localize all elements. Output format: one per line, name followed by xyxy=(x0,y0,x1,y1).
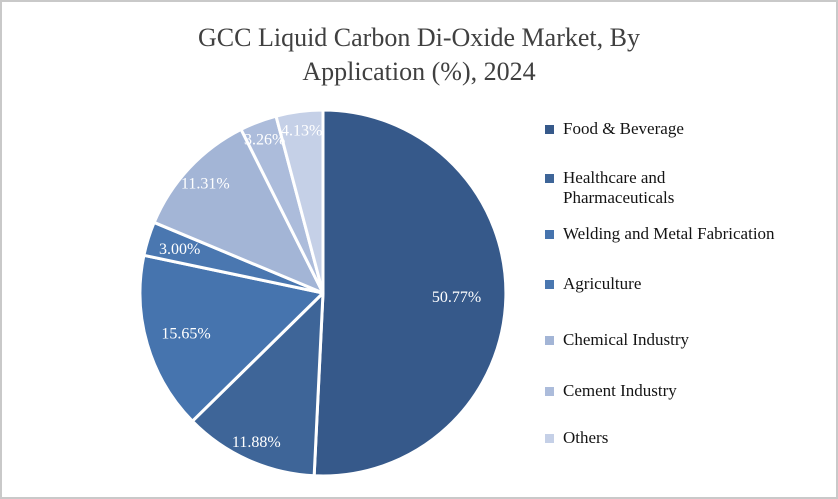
legend-label: Others xyxy=(563,428,609,447)
legend-item-agriculture: Agriculture xyxy=(545,274,829,294)
chart-title: GCC Liquid Carbon Di-Oxide Market, By Ap… xyxy=(2,21,836,89)
legend: Food & Beverage Healthcare and Pharmaceu… xyxy=(545,119,829,448)
legend-swatch xyxy=(545,174,554,183)
pie-slice-food-beverage xyxy=(312,108,508,478)
pie-slice-welding-and-metal-fabrication xyxy=(138,253,325,423)
legend-label: Healthcare and Pharmaceuticals xyxy=(563,168,675,207)
chart-title-line1: GCC Liquid Carbon Di-Oxide Market, By xyxy=(198,23,640,52)
legend-swatch xyxy=(545,230,554,239)
legend-label: Welding and Metal Fabrication xyxy=(563,224,775,243)
legend-label: Food & Beverage xyxy=(563,119,684,138)
legend-item-others: Others xyxy=(545,428,829,448)
pie-slice-chemical-industry xyxy=(152,127,325,295)
pie-label-cement-industry: 3.26% xyxy=(244,132,285,149)
pie-slice-others xyxy=(274,108,325,295)
legend-item-food-and-beverage: Food & Beverage xyxy=(545,119,829,139)
chart-title-line2: Application (%), 2024 xyxy=(302,57,536,86)
pie-label-others: 4.13% xyxy=(281,122,322,139)
pie-slice-healthcare-and-pharmaceuticals xyxy=(190,291,325,478)
legend-item-welding-and-metal-fabrication: Welding and Metal Fabrication xyxy=(545,224,829,244)
legend-label: Chemical Industry xyxy=(563,330,690,349)
legend-swatch xyxy=(545,387,554,396)
legend-swatch xyxy=(545,280,554,289)
legend-swatch xyxy=(545,336,554,345)
pie-label-chemical-industry: 11.31% xyxy=(181,176,230,193)
legend-label: Cement Industry xyxy=(563,381,677,400)
pie-label-welding-and-metal-fabrication: 15.65% xyxy=(161,326,210,343)
pie-label-healthcare-and-pharmaceuticals: 11.88% xyxy=(232,434,281,451)
legend-label: Agriculture xyxy=(563,274,642,293)
legend-item-cement-industry: Cement Industry xyxy=(545,381,829,401)
legend-item-healthcare-and-pharmaceuticals: Healthcare and Pharmaceuticals xyxy=(545,168,829,208)
legend-swatch xyxy=(545,434,554,443)
pie-label-agriculture: 3.00% xyxy=(159,241,200,258)
pie-label-food-beverage: 50.77% xyxy=(432,289,481,306)
legend-swatch xyxy=(545,125,554,134)
legend-item-chemical-industry: Chemical Industry xyxy=(545,330,829,350)
